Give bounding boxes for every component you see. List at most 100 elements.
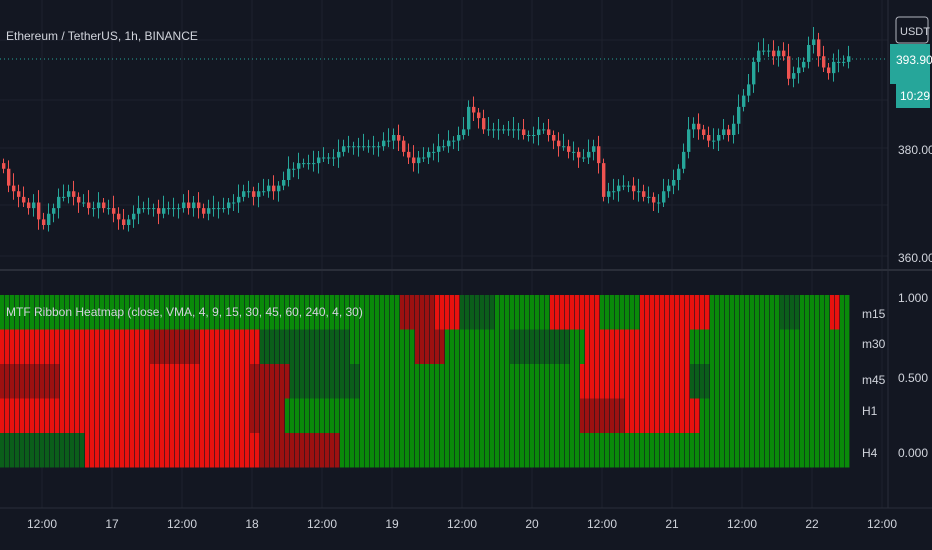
heatmap-cell (370, 329, 375, 364)
heatmap-cell (0, 295, 5, 330)
heatmap-cell (645, 329, 650, 364)
heatmap-cell (55, 329, 60, 364)
heatmap-cell (485, 329, 490, 364)
heatmap-cell (365, 433, 370, 468)
heatmap-cell (510, 329, 515, 364)
heatmap-cell (315, 398, 320, 433)
heatmap-cell (310, 295, 315, 330)
heatmap-cell (240, 398, 245, 433)
heatmap-cell (105, 433, 110, 468)
heatmap-cell (835, 398, 840, 433)
heatmap-cell (670, 295, 675, 330)
heatmap-cell (265, 329, 270, 364)
candle-body (827, 67, 831, 74)
heatmap-cell (115, 295, 120, 330)
heatmap-cell (300, 295, 305, 330)
candle-body (837, 61, 841, 63)
heatmap-cell (400, 398, 405, 433)
heatmap-cell (735, 329, 740, 364)
heatmap-cell (800, 329, 805, 364)
heatmap-cell (85, 329, 90, 364)
candle-body (407, 151, 411, 158)
price-scale[interactable]: 380.00 360.00 1.000 0.500 0.000 USDT 393… (887, 0, 932, 508)
heatmap-cell (785, 433, 790, 468)
heatmap-cell (625, 329, 630, 364)
candle-body (112, 208, 116, 214)
heatmap-cell (140, 329, 145, 364)
candle-body (52, 208, 56, 214)
heatmap-cell (300, 398, 305, 433)
heatmap-cell (500, 433, 505, 468)
heatmap-cell (460, 364, 465, 399)
heatmap-cell (185, 398, 190, 433)
candle-body (72, 191, 76, 197)
x-tick-label: 12:00 (587, 517, 617, 531)
candle-body (192, 202, 196, 209)
heatmap-cell (585, 398, 590, 433)
row-label-h1: H1 (862, 404, 878, 418)
heatmap-cell (330, 364, 335, 399)
heatmap-cell (360, 295, 365, 330)
heatmap-cell (410, 364, 415, 399)
heatmap-cell (375, 398, 380, 433)
candle-body (232, 202, 236, 204)
heatmap-cell (655, 329, 660, 364)
heatmap-cell (675, 398, 680, 433)
heatmap-cell (650, 329, 655, 364)
heatmap-cell (550, 295, 555, 330)
heatmap-cell (290, 398, 295, 433)
heatmap-cell (195, 329, 200, 364)
heatmap-cell (250, 364, 255, 399)
candle-body (547, 129, 551, 135)
heatmap-cell (170, 433, 175, 468)
candle-body (432, 151, 436, 153)
heatmap-cell (205, 398, 210, 433)
candle-body (617, 185, 621, 192)
candle-body (742, 95, 746, 107)
heatmap-cell (235, 329, 240, 364)
heatmap-cell (650, 295, 655, 330)
heatmap-cell (635, 329, 640, 364)
candle-body (227, 202, 231, 209)
heatmap-cell (695, 398, 700, 433)
heatmap-cell (815, 398, 820, 433)
heatmap-cell (570, 364, 575, 399)
candle-body (447, 140, 451, 147)
heatmap-cell (430, 295, 435, 330)
heatmap-cell (840, 329, 845, 364)
heatmap-cell (490, 364, 495, 399)
heatmap-cell (790, 295, 795, 330)
heatmap-cell (335, 295, 340, 330)
heatmap-cell (705, 295, 710, 330)
heatmap-cell (520, 295, 525, 330)
heatmap-cell (405, 295, 410, 330)
heatmap-cell (480, 398, 485, 433)
heatmap-cell (55, 398, 60, 433)
heatmap-cell (655, 433, 660, 468)
heatmap-cell (570, 295, 575, 330)
heatmap-cell (620, 295, 625, 330)
heatmap-cell (40, 364, 45, 399)
heatmap-cell (155, 329, 160, 364)
heatmap-cell (270, 295, 275, 330)
heatmap-cell (810, 295, 815, 330)
heatmap-cell (305, 398, 310, 433)
countdown-badge: 10:29 (896, 84, 930, 108)
time-axis[interactable]: 12:00 17 12:00 18 12:00 19 12:00 20 12:00 21 12:00… (0, 507, 932, 531)
heatmap-cell (710, 433, 715, 468)
heatmap-cell (225, 433, 230, 468)
x-tick-label: 20 (525, 517, 539, 531)
heatmap-cell (180, 433, 185, 468)
candle-body (207, 208, 211, 214)
heatmap-cell (760, 329, 765, 364)
heatmap-cell (250, 295, 255, 330)
heatmap-cell (600, 329, 605, 364)
price-candles[interactable] (2, 27, 851, 232)
candle-body (402, 140, 406, 152)
heatmap-cell (480, 364, 485, 399)
heatmap-cell (475, 433, 480, 468)
heatmap-cell (290, 295, 295, 330)
candle-body (157, 208, 161, 214)
currency-badge[interactable]: USDT (895, 16, 930, 44)
candle-body (437, 146, 441, 152)
